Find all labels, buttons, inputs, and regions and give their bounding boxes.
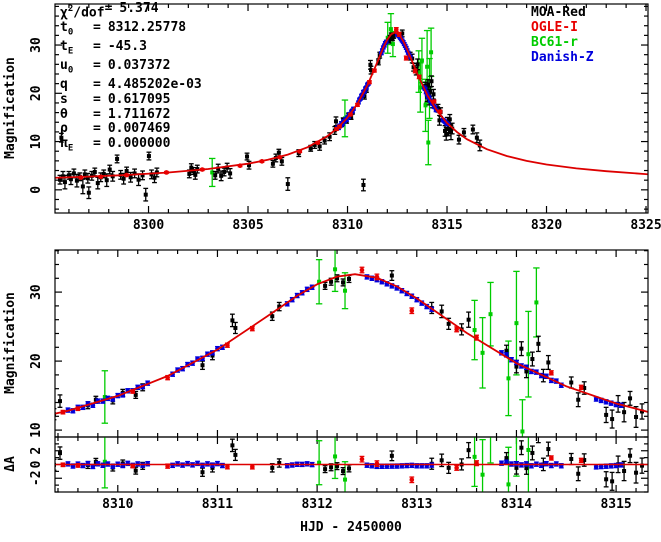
legend-item-moa-red: MOA-Red (531, 5, 586, 20)
param-equals: = (93, 39, 101, 55)
param-value: 1.711672 (107, 106, 171, 122)
y-tick-label: 0 (29, 460, 44, 468)
param-line: t0 = 8312.25778 (60, 19, 202, 40)
series-OGLE-I (78, 27, 443, 180)
top-panel: 8300 8305 8310 8315 8320 8325 0 10 20 30 (29, 3, 661, 233)
legend: MOA-Red OGLE-I BC61-r Danish-Z (531, 5, 594, 65)
legend-item-danish-z: Danish-Z (531, 50, 594, 65)
param-value: -45.3 (107, 39, 147, 55)
param-symbol: u0 (60, 58, 74, 76)
x-tick-label: 8320 (531, 218, 562, 233)
param-equals: = (93, 92, 101, 108)
param-line: s = 0.617095 (60, 92, 202, 108)
x-tick-label: 8310 (332, 218, 363, 233)
param-equals: = (93, 135, 101, 151)
param-symbol: t0 (60, 19, 74, 38)
param-equals: = (93, 58, 101, 74)
x-tick-label: 8300 (133, 218, 164, 233)
x-tick-label: 8314 (501, 497, 532, 512)
param-line: ρ = 0.007469 (60, 122, 202, 137)
param-line: q = 4.485202e-03 (60, 78, 202, 93)
residual-panel: 8310 8311 8312 8313 8314 8315 -2 0 2 (29, 436, 649, 512)
x-tick-label: 8311 (202, 497, 233, 512)
series-BC61-r (209, 13, 435, 188)
bottom-y-axis-title: Magnification (3, 292, 18, 394)
x-tick-label: 8310 (102, 497, 133, 512)
x-tick-label: 8325 (630, 218, 661, 233)
y-tick-label: 10 (29, 134, 44, 150)
y-tick-label: 20 (29, 85, 44, 101)
param-line: u0 = 0.037372 (60, 58, 202, 78)
param-value: 0.617095 (107, 92, 171, 108)
top-y-axis-title: Magnification (3, 57, 18, 159)
bottom-panel: 10 20 30 (29, 249, 649, 438)
x-tick-label: 8313 (401, 497, 432, 512)
param-symbol: θ (60, 106, 68, 122)
y-tick-label: 10 (29, 422, 44, 438)
param-symbol: s (60, 92, 68, 108)
param-equals: = (93, 77, 101, 93)
residual-y-axis-title: ΔA (3, 456, 18, 472)
y-tick-label: -2 (29, 470, 44, 486)
x-tick-label: 8315 (431, 218, 462, 233)
param-value: 8312.25778 (107, 19, 187, 35)
series-OGLE-I (60, 455, 584, 484)
param-symbol: ρ (60, 121, 68, 137)
param-symbol: q (60, 77, 68, 93)
param-symbol: χ2/dof (60, 4, 105, 21)
x-tick-label: 8305 (232, 218, 263, 233)
param-line: πE = 0.000000 (60, 135, 202, 156)
series-BC61-r (101, 250, 540, 437)
x-tick-label: 8312 (301, 497, 332, 512)
series-BC61-r (101, 437, 531, 492)
param-value: 0.007469 (107, 121, 171, 137)
y-tick-label: 30 (29, 37, 44, 53)
param-equals: = (104, 1, 113, 16)
fit-parameters-block: χ2/dof = 5.374 t0 = 8312.25778 tE = -45.3 u0 = 0.03… (60, 1, 202, 156)
legend-item-bc61-r: BC61-r (531, 35, 578, 50)
y-tick-label: 30 (29, 284, 44, 300)
x-axis-title: HJD - 2450000 (300, 520, 402, 535)
y-tick-label: 0 (29, 186, 44, 194)
param-value: 4.485202e-03 (107, 77, 202, 93)
param-value: 0.000000 (107, 135, 171, 151)
param-symbol: πE (60, 135, 74, 154)
param-symbol: tE (60, 39, 74, 57)
y-tick-label: 2 (29, 447, 44, 455)
x-tick-label: 8315 (600, 497, 631, 512)
y-tick-label: 20 (29, 353, 44, 369)
param-equals: = (93, 106, 101, 122)
param-line: tE = -45.3 (60, 39, 202, 59)
param-value: 5.374 (119, 1, 159, 16)
param-equals: = (93, 19, 101, 35)
model-curve (55, 273, 648, 415)
param-equals: = (93, 121, 101, 137)
param-value: 0.037372 (107, 58, 171, 74)
series-OGLE-I (60, 266, 584, 415)
param-line: χ2/dof = 5.374 (60, 1, 202, 21)
legend-item-ogle-i: OGLE-I (531, 20, 578, 35)
param-line: θ = 1.711672 (60, 106, 202, 123)
